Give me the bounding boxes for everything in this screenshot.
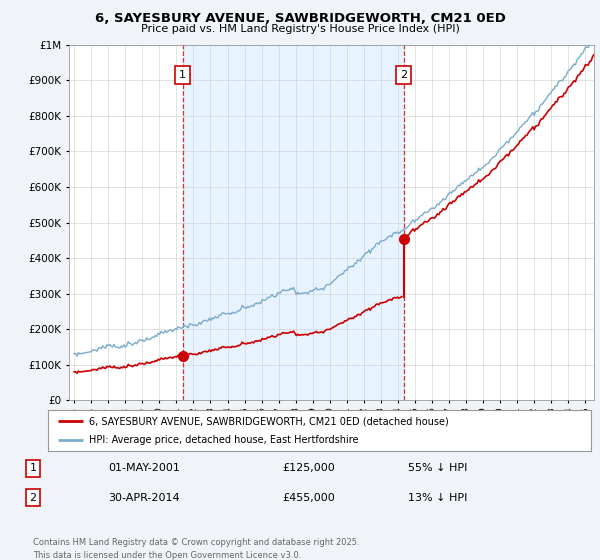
Text: 1: 1 [179, 70, 186, 80]
Text: Contains HM Land Registry data © Crown copyright and database right 2025.
This d: Contains HM Land Registry data © Crown c… [33, 538, 359, 560]
Text: Price paid vs. HM Land Registry's House Price Index (HPI): Price paid vs. HM Land Registry's House … [140, 24, 460, 34]
Text: 13% ↓ HPI: 13% ↓ HPI [408, 493, 467, 503]
Text: HPI: Average price, detached house, East Hertfordshire: HPI: Average price, detached house, East… [89, 435, 358, 445]
Bar [182, 45, 404, 400]
Text: 2: 2 [29, 493, 37, 503]
Text: 6, SAYESBURY AVENUE, SAWBRIDGEWORTH, CM21 0ED: 6, SAYESBURY AVENUE, SAWBRIDGEWORTH, CM2… [95, 12, 505, 25]
Text: 6, SAYESBURY AVENUE, SAWBRIDGEWORTH, CM21 0ED (detached house): 6, SAYESBURY AVENUE, SAWBRIDGEWORTH, CM2… [89, 417, 448, 426]
Text: £125,000: £125,000 [282, 463, 335, 473]
Text: 1: 1 [29, 463, 37, 473]
Text: £455,000: £455,000 [282, 493, 335, 503]
Text: 01-MAY-2001: 01-MAY-2001 [108, 463, 180, 473]
Text: 55% ↓ HPI: 55% ↓ HPI [408, 463, 467, 473]
Text: 30-APR-2014: 30-APR-2014 [108, 493, 179, 503]
Text: 2: 2 [400, 70, 407, 80]
